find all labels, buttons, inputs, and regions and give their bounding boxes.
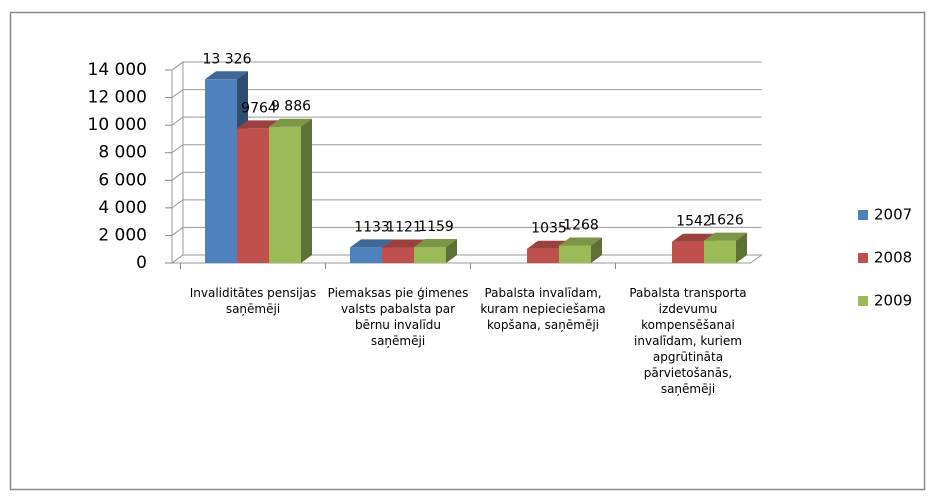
x-label-box: Piemaksas pie ģimenes valsts pabalsta pa… [327,286,469,348]
bar-side [301,118,312,263]
grid-line [171,89,762,98]
bar [269,118,312,263]
grid-line [171,199,762,209]
y-tick-label: 10 000 [88,115,147,135]
data-label: 1626 [708,213,744,229]
bar-top [704,232,747,241]
bar-top [559,237,602,246]
x-tick-label: Invaliditātes pensijas saņēmēji [189,286,317,316]
bar-side [736,232,747,263]
y-tick-label: 4 000 [98,198,147,218]
legend-swatch [858,296,868,306]
y-tick-label: 0 [136,253,147,273]
bar-side [591,237,602,263]
bar-front [237,128,269,263]
bar-front [559,245,591,263]
data-label: 13 326 [203,51,252,67]
x-tick-label: Piemaksas pie ģimenes valsts pabalsta pa… [327,286,469,348]
chart-frame [9,11,926,491]
data-label: 9 886 [271,99,311,115]
y-tick-label: 8 000 [98,143,147,163]
grid-line [171,144,762,154]
bar-top [205,71,248,80]
x-label-box: Invaliditātes pensijas saņēmēji [189,286,317,316]
bar-top [414,239,457,248]
y-tick-label: 14 000 [88,60,147,80]
y-tick-label: 2 000 [98,225,147,245]
bar-front [704,240,736,263]
x-label-box: Pabalsta transporta izdevumu kompensēšan… [629,286,747,396]
bar-top [237,120,280,129]
bar [414,239,457,263]
legend-swatch [858,210,868,220]
grid-line [171,171,762,181]
x-tick-label: Pabalsta invalīdam, kuram nepieciešama k… [480,286,606,332]
bar-front [382,247,414,263]
bar-front [414,247,446,263]
bar-top [672,233,715,242]
y-tick-label: 12 000 [88,88,147,108]
bar-top [269,118,312,127]
grid-line [171,226,762,236]
bar-front [269,126,301,263]
data-label: 1121 [386,220,422,236]
data-label: 9764 [241,100,277,116]
x-label-box: Pabalsta invalīdam, kuram nepieciešama k… [480,286,606,332]
bar-front [527,248,559,263]
grid-line [171,116,762,126]
data-label: 1035 [531,221,567,237]
data-label: 1133 [354,219,390,235]
bar-side [446,239,457,263]
legend-label: 2007 [874,206,912,224]
y-tick-label: 6 000 [98,170,147,190]
bar-top [382,239,425,248]
bar-front [350,247,382,263]
data-label: 1159 [418,219,454,235]
legend-label: 2008 [874,249,912,267]
grid-line [171,61,762,71]
bar [704,232,747,263]
legend-swatch [858,253,868,263]
legend-label: 2009 [874,292,912,310]
bar-front [205,79,237,264]
data-label: 1268 [563,218,599,234]
bar [559,237,602,263]
bar-top [350,239,393,248]
x-tick-label: Pabalsta transporta izdevumu kompensēšan… [629,286,747,396]
bar-front [672,241,704,263]
data-label: 1542 [676,214,712,230]
